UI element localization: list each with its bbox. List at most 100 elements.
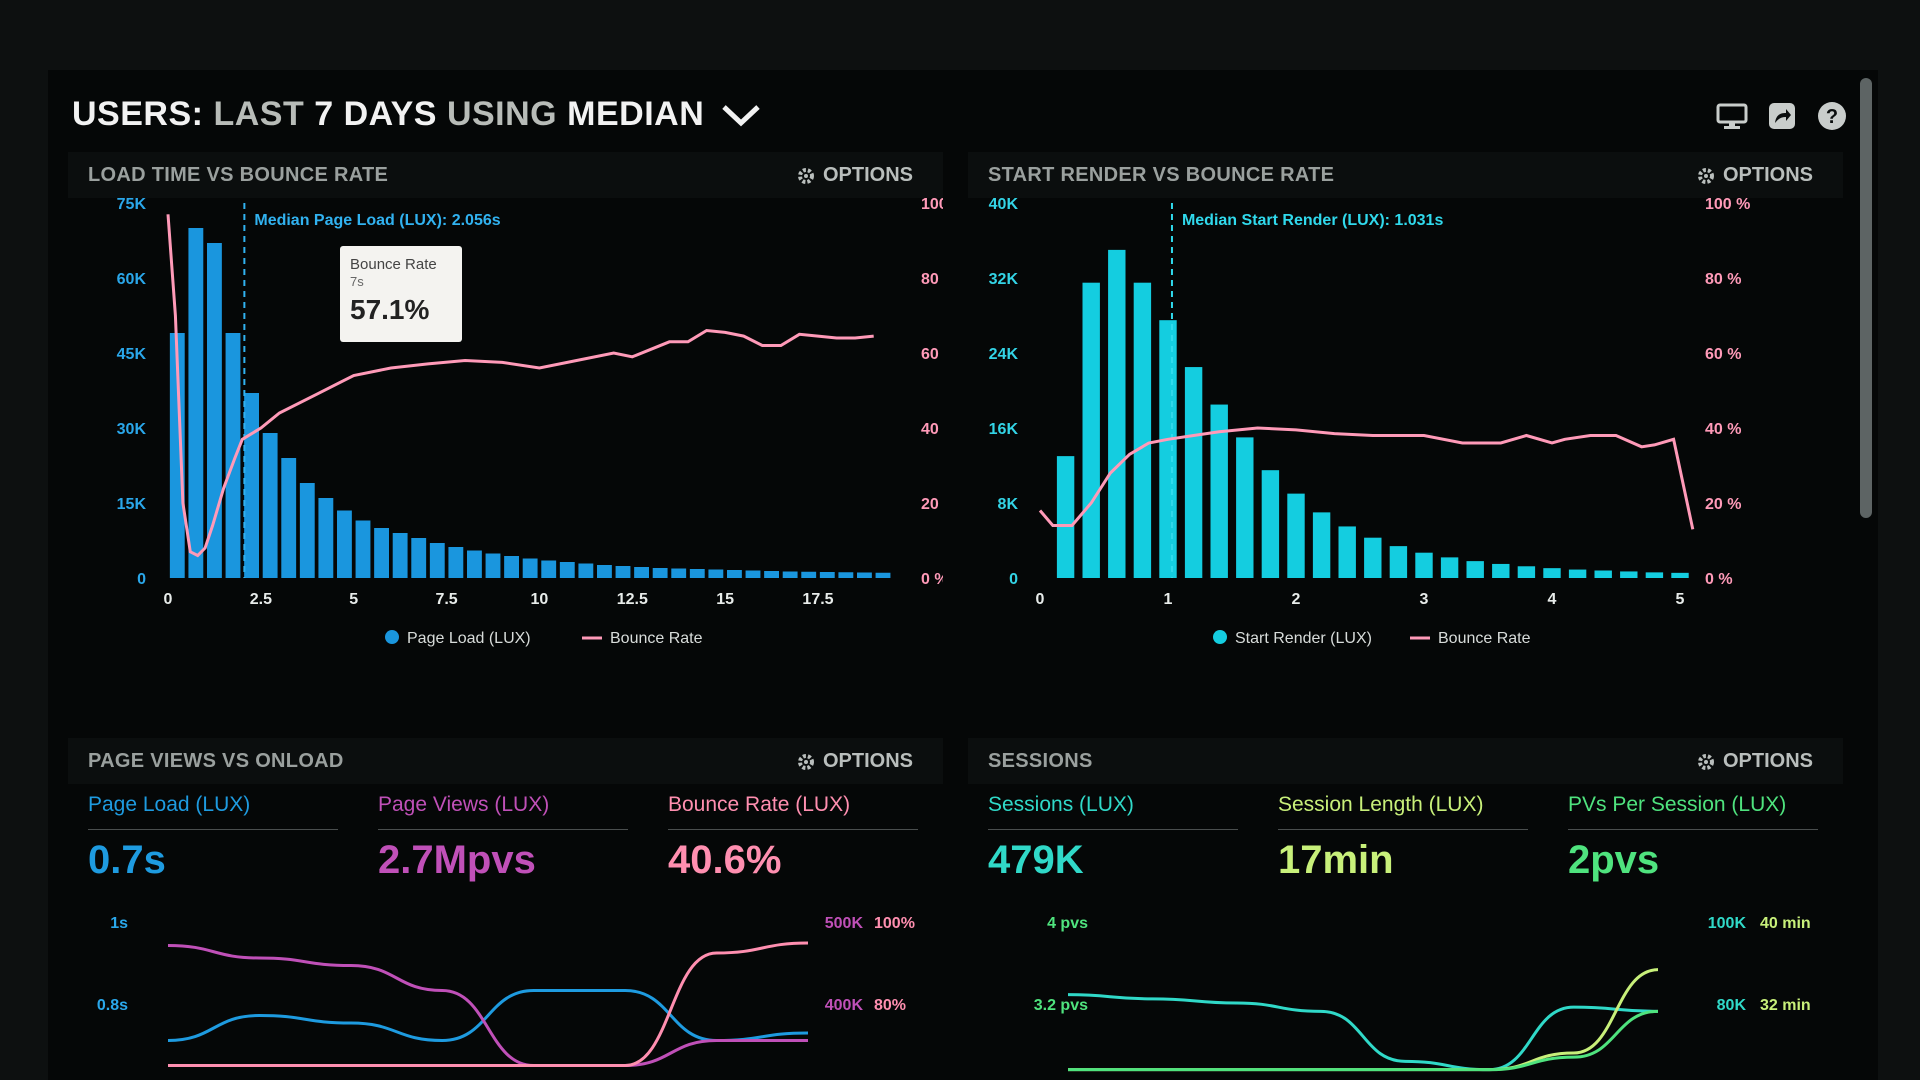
- metric-page-load[interactable]: Page Load (LUX) 0.7s: [88, 793, 338, 883]
- bar: [875, 572, 891, 578]
- metric-sessions[interactable]: Sessions (LUX) 479K: [988, 793, 1238, 883]
- bar: [1543, 568, 1561, 578]
- series-line: [168, 941, 809, 1067]
- y2-tick-label: 100 %: [921, 198, 943, 213]
- series-line: [1068, 1009, 1659, 1072]
- y3-tick-label: 32 min: [1760, 997, 1811, 1014]
- series-line: [167, 944, 808, 1067]
- metric-page-views[interactable]: Page Views (LUX) 2.7Mpvs: [378, 793, 628, 883]
- y2-tick-label: 40 %: [1705, 421, 1741, 438]
- options-button[interactable]: OPTIONS: [1697, 164, 1813, 187]
- header-toolbar: ?: [1716, 100, 1848, 132]
- panel-title: PAGE VIEWS VS ONLOAD: [88, 750, 344, 772]
- bar: [355, 520, 371, 578]
- options-button[interactable]: OPTIONS: [797, 164, 913, 187]
- metric-session-length[interactable]: Session Length (LUX) 17min: [1278, 793, 1528, 883]
- metric-value: 2.7Mpvs: [378, 838, 536, 882]
- panel-title: LOAD TIME VS BOUNCE RATE: [88, 164, 389, 186]
- y2-tick-label: 80 %: [1705, 271, 1741, 288]
- bar: [727, 570, 742, 578]
- options-label: OPTIONS: [822, 164, 913, 186]
- metric-label: PVs Per Session (LUX): [1568, 793, 1818, 830]
- panel-header: SESSIONS OPTIONS: [968, 738, 1843, 784]
- bar: [1364, 537, 1382, 578]
- bounce-rate-line: [166, 214, 874, 558]
- y3-tick-label: 80%: [874, 997, 906, 1014]
- x-tick-label: 4: [1548, 591, 1557, 608]
- bounce-rate-line: [1038, 426, 1695, 530]
- bar: [411, 538, 427, 578]
- y-tick-label: 32K: [989, 271, 1019, 288]
- bar: [1620, 571, 1638, 578]
- y-tick-label: 3.2 pvs: [1034, 997, 1088, 1014]
- legend-label: Bounce Rate: [610, 630, 703, 647]
- metric-label: Sessions (LUX): [988, 793, 1238, 830]
- y-tick-label: 24K: [989, 346, 1019, 363]
- share-icon[interactable]: [1766, 100, 1798, 132]
- x-tick-label: 0: [164, 591, 173, 608]
- y-tick-label: 4 pvs: [1047, 915, 1088, 932]
- x-tick-label: 17.5: [802, 591, 833, 608]
- metric-label: Bounce Rate (LUX): [668, 793, 918, 830]
- panel-page-views: PAGE VIEWS VS ONLOAD OPTIONS Page Load (…: [68, 738, 943, 1080]
- bar: [1338, 526, 1356, 578]
- series-line: [1067, 993, 1659, 1072]
- bar: [281, 458, 297, 578]
- bar: [1108, 249, 1126, 578]
- load-time-chart: 0 15K 30K 45K 60K 75K 0 % 20 % 40 % 60 % 80 % 100 %…: [117, 198, 943, 647]
- y2-tick-label: 80K: [1717, 997, 1747, 1014]
- bar: [467, 550, 482, 578]
- options-button[interactable]: OPTIONS: [1697, 750, 1813, 773]
- bar: [1466, 561, 1484, 578]
- metric-pvs-per-session[interactable]: PVs Per Session (LUX) 2pvs: [1568, 793, 1818, 883]
- bar: [801, 571, 817, 578]
- bar: [1568, 569, 1587, 578]
- legend-label: Start Render (LUX): [1235, 630, 1372, 647]
- bar: [1236, 437, 1254, 578]
- bar: [1082, 282, 1100, 578]
- panel-title: SESSIONS: [988, 750, 1093, 772]
- dashboard-screen: USERS: LAST 7 DAYS USING MEDIAN ? LOAD T…: [48, 70, 1878, 1080]
- metric-bounce-rate[interactable]: Bounce Rate (LUX) 40.6%: [668, 793, 918, 883]
- bar: [819, 572, 835, 578]
- bar: [1159, 320, 1177, 578]
- y-tick-label: 60K: [117, 271, 147, 288]
- gear-icon: [1697, 753, 1714, 770]
- bar: [1133, 282, 1152, 578]
- x-tick-label: 3: [1420, 591, 1429, 608]
- panel-header: PAGE VIEWS VS ONLOAD OPTIONS: [68, 738, 943, 784]
- bar: [1440, 557, 1459, 578]
- metric-label: Page Load (LUX): [88, 793, 338, 830]
- y-tick-label: 45K: [117, 346, 147, 363]
- legend-dot-icon: [1213, 630, 1227, 644]
- title-part-median: MEDIAN: [567, 94, 705, 133]
- tooltip-sub: 7s: [350, 274, 364, 289]
- y2-tick-label: 100 %: [1705, 198, 1750, 213]
- bar: [764, 571, 779, 578]
- bar: [838, 572, 854, 578]
- bar: [188, 228, 204, 578]
- title-part-using: USING: [446, 94, 558, 133]
- bar: [578, 563, 594, 578]
- vertical-scrollbar[interactable]: [1860, 78, 1872, 518]
- y-tick-label: 30K: [117, 421, 147, 438]
- series-line: [167, 989, 809, 1043]
- help-icon[interactable]: ?: [1816, 100, 1848, 132]
- panel-header: START RENDER VS BOUNCE RATE OPTIONS: [968, 152, 1843, 198]
- y2-tick-label: 80 %: [921, 271, 943, 288]
- panel-header: LOAD TIME VS BOUNCE RATE OPTIONS: [68, 152, 943, 198]
- median-label: Median Start Render (LUX): 1.031s: [1182, 212, 1444, 229]
- y2-tick-label: 500K: [825, 915, 864, 932]
- bar: [1389, 546, 1408, 578]
- chevron-down-icon[interactable]: [720, 99, 762, 129]
- x-tick-label: 5: [349, 591, 358, 608]
- x-tick-label: 1: [1164, 591, 1173, 608]
- options-button[interactable]: OPTIONS: [797, 750, 913, 773]
- bar: [374, 528, 389, 578]
- bar: [782, 571, 798, 578]
- page-title[interactable]: USERS: LAST 7 DAYS USING MEDIAN: [72, 84, 762, 144]
- options-label: OPTIONS: [1722, 750, 1813, 772]
- monitor-icon[interactable]: [1716, 100, 1748, 132]
- bar: [1261, 470, 1280, 578]
- x-tick-label: 10: [531, 591, 549, 608]
